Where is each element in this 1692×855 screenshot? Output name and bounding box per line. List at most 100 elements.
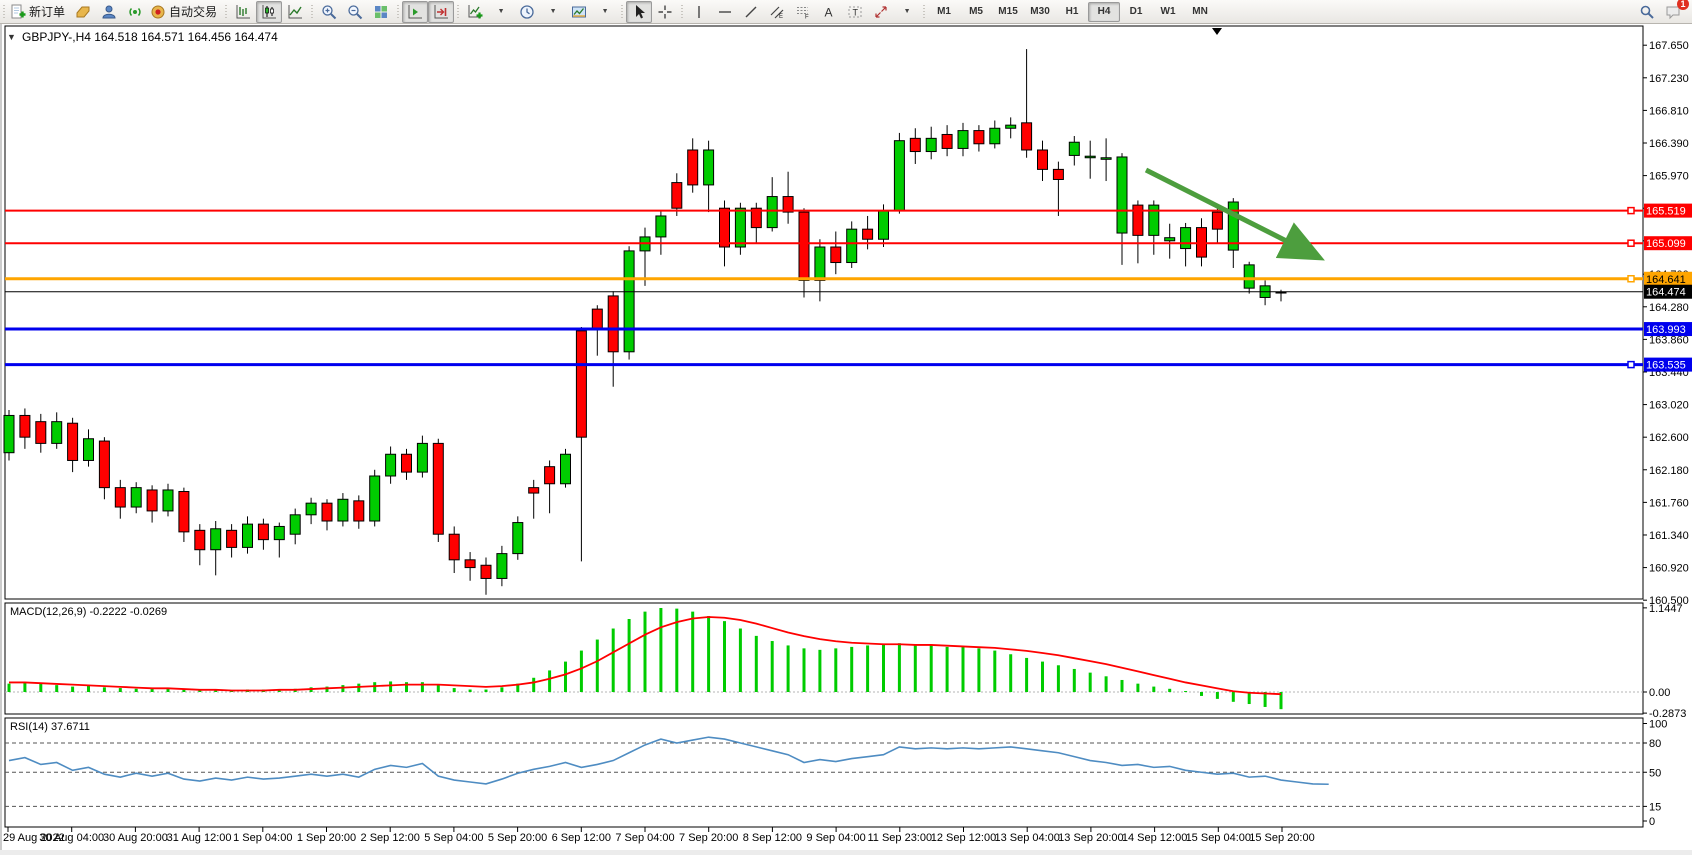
- timeframe-m15-button[interactable]: M15: [998, 6, 1018, 17]
- annotation-arrow[interactable]: [1144, 167, 1325, 261]
- level-handle-resistance-1[interactable]: [1627, 206, 1635, 215]
- price-tick-label: 160.920: [1649, 563, 1689, 575]
- timeframe-h1-button[interactable]: H1: [1065, 6, 1079, 17]
- timeframe-mn-button[interactable]: MN: [1192, 6, 1208, 17]
- level-handle-resistance-2[interactable]: [1627, 239, 1635, 247]
- candle-body: [385, 453, 397, 477]
- candlestick-chart-button[interactable]: [256, 0, 283, 23]
- time-label: 1 Sep 04:00: [233, 832, 292, 844]
- chart-shift-marker[interactable]: [1212, 28, 1222, 35]
- price-tick-label: 166.390: [1649, 138, 1689, 150]
- time-label: 14 Sep 12:00: [1122, 832, 1187, 844]
- toolbar-gripper: [679, 3, 686, 20]
- fibonacci-button[interactable]: F: [790, 1, 816, 23]
- periods-button[interactable]: [514, 1, 540, 23]
- notifications-button[interactable]: 1: [1660, 0, 1689, 23]
- crosshair-button[interactable]: [652, 1, 678, 23]
- search-icon: [1640, 5, 1654, 19]
- candle-body: [655, 215, 667, 238]
- candle-body: [528, 487, 540, 494]
- time-label: 5 Sep 20:00: [488, 832, 547, 844]
- price-badge-label-support-blue-2: 163.535: [1646, 360, 1686, 372]
- text-label-icon: T: [848, 6, 862, 17]
- equidistant-channel-icon: E: [770, 6, 784, 20]
- zoom-in-button[interactable]: [316, 1, 342, 23]
- chart-canvas[interactable]: 167.650 167.230 166.810 166.390 165.970 165.5…: [0, 23, 1692, 850]
- candle-body: [798, 211, 810, 281]
- indicators-dropdown[interactable]: ▼: [497, 8, 505, 15]
- time-label: 7 Sep 04:00: [615, 832, 674, 844]
- equidistant-channel-button[interactable]: E: [764, 1, 790, 23]
- svg-text:F: F: [805, 14, 809, 20]
- horizontal-line-icon: [719, 10, 732, 13]
- timeframe-h4-button[interactable]: H4: [1088, 1, 1121, 22]
- one-click-trading-arrow[interactable]: ▼: [7, 32, 16, 42]
- main-pane[interactable]: [4, 25, 1644, 600]
- candle-body: [544, 466, 556, 485]
- cursor-button[interactable]: [626, 0, 653, 23]
- templates-dropdown[interactable]: ▼: [601, 8, 609, 15]
- templates-button[interactable]: [566, 1, 592, 23]
- periods-dropdown[interactable]: ▼: [549, 8, 557, 15]
- candle-body: [941, 133, 953, 149]
- candle-body: [178, 491, 190, 533]
- macd-pane[interactable]: [4, 602, 1644, 715]
- candle-body: [1005, 124, 1017, 129]
- time-label: 5 Sep 04:00: [424, 832, 483, 844]
- arrows-button[interactable]: [868, 1, 894, 23]
- price-tick-label: 162.180: [1649, 465, 1689, 477]
- macd-axis-label: -0.2873: [1649, 708, 1686, 720]
- macd-axis-label: 0.00: [1649, 687, 1670, 699]
- candle-body: [19, 414, 31, 438]
- time-label: 29 Aug 2022: [3, 832, 65, 844]
- tile-windows-button[interactable]: [368, 1, 394, 23]
- price-tick-label: 166.810: [1649, 105, 1689, 117]
- candle-body: [432, 442, 444, 535]
- price-tick-label: 161.340: [1649, 530, 1689, 542]
- candle-body: [1052, 168, 1064, 180]
- timeframe-m1-button[interactable]: M1: [937, 6, 951, 17]
- candle-body: [893, 140, 905, 212]
- auto-scroll-button[interactable]: [402, 0, 429, 23]
- bar-chart-button[interactable]: [230, 1, 256, 23]
- time-label: 13 Sep 20:00: [1058, 832, 1123, 844]
- signals-button[interactable]: [122, 1, 148, 23]
- text-button[interactable]: A: [816, 1, 842, 23]
- text-label-button[interactable]: T: [842, 1, 868, 23]
- level-handle-support-blue-2[interactable]: [1627, 360, 1635, 369]
- vertical-line-button[interactable]: [686, 1, 712, 23]
- candle-body: [575, 330, 587, 438]
- chart-window[interactable]: 167.650 167.230 166.810 166.390 165.970 165.5…: [0, 23, 1692, 850]
- line-chart-button[interactable]: [282, 1, 308, 23]
- rsi-axis-label: 50: [1649, 767, 1661, 779]
- profile-button[interactable]: [96, 1, 122, 23]
- level-handle-support-orange[interactable]: [1627, 275, 1635, 283]
- zoom-out-button[interactable]: [342, 1, 368, 23]
- arrows-dropdown[interactable]: ▼: [903, 8, 911, 15]
- candle-body: [1180, 227, 1192, 250]
- candle-body: [989, 127, 1001, 145]
- rsi-label: RSI(14) 37.6711: [10, 721, 90, 733]
- timeframe-m30-button[interactable]: M30: [1030, 6, 1050, 17]
- price-tick-label: 165.970: [1649, 171, 1689, 183]
- timeframe-w1-button[interactable]: W1: [1160, 6, 1176, 17]
- candle-body: [512, 522, 524, 555]
- timeframe-m5-button[interactable]: M5: [969, 6, 983, 17]
- autotrading-button[interactable]: 自动交易: [148, 1, 222, 23]
- chart-shift-button[interactable]: [428, 0, 455, 23]
- svg-text:A: A: [825, 5, 833, 19]
- price-tick-label: 164.280: [1649, 302, 1689, 314]
- price-badge-support-blue-2: [1644, 357, 1692, 372]
- timeframe-d1-button[interactable]: D1: [1129, 6, 1143, 17]
- search-button[interactable]: [1634, 1, 1660, 23]
- new-order-icon: [11, 4, 26, 18]
- indicators-button[interactable]: [462, 1, 488, 23]
- trendline-button[interactable]: [738, 1, 764, 23]
- candle-body: [353, 500, 365, 522]
- horizontal-line-button[interactable]: [712, 1, 738, 23]
- time-label: 1 Sep 20:00: [297, 832, 356, 844]
- price-tick-label: 167.650: [1649, 40, 1689, 52]
- quotes-button[interactable]: [70, 1, 96, 23]
- time-label: 15 Sep 20:00: [1249, 832, 1314, 844]
- new-order-button[interactable]: 新订单: [8, 1, 70, 23]
